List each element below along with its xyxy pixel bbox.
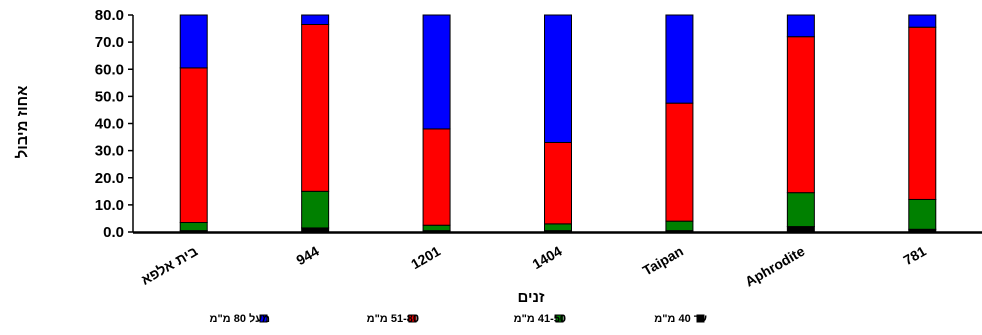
legend-label: מעל 80 מ"מ [209,312,270,325]
x-category-label: 1201 [408,243,443,273]
x-category-label: 1404 [530,243,565,273]
y-axis: 0.0 10.0 20.0 30.0 40.0 50.0 60.0 70.0 80.0 [95,7,134,241]
y-tick-label: 20.0 [95,170,124,187]
legend: עד 40 מ"מ 41-50 מ"מ 51-80 מ"מ מעל 80 מ"מ [209,312,707,325]
bar-segment-6-1 [908,198,937,230]
x-category-label: Taipan [640,243,686,279]
legend-swatch [555,314,564,323]
x-category-label: בית אלפא [138,243,200,288]
legend-swatch [696,314,705,323]
legend-swatch [259,314,268,323]
bar-segment-6-3 [908,14,937,28]
bar-segment-5-2 [786,36,815,194]
y-tick-label: 40.0 [95,116,124,133]
bar-segment-0-2 [179,67,208,224]
y-tick-label: 80.0 [95,7,124,24]
x-axis-title: זנים [518,289,545,306]
bar-segment-2-2 [422,128,451,226]
bar-segment-3-1 [544,223,572,232]
bar-segment-1-3 [301,14,330,25]
bar-segment-1-1 [301,190,330,229]
bar-segment-0-1 [179,222,208,232]
plot-area [179,14,937,233]
x-category-label: 944 [293,243,321,269]
y-tick-label: 70.0 [95,34,124,51]
bar-segment-4-3 [665,14,694,104]
x-category-label: 781 [901,243,929,269]
legend-label: 41-50 מ"מ [514,313,566,325]
bar-segment-0-3 [179,14,208,69]
x-axis: בית אלפא 944 1201 1404 Taipan Aphrodite 781 [133,231,982,290]
legend-swatch [408,314,417,323]
y-tick-label: 10.0 [95,197,124,214]
bar-segment-4-2 [665,102,694,222]
bar-segment-5-3 [786,14,815,38]
bar-segment-5-0 [786,226,815,233]
y-tick-label: 50.0 [95,88,124,105]
y-tick-label: 60.0 [95,61,124,78]
y-tick-label: 0.0 [103,224,124,241]
y-axis-title: אחוז מיבול [14,86,31,159]
legend-label: עד 40 מ"מ [654,313,707,325]
bar-segment-4-1 [665,220,694,232]
bar-segment-2-1 [422,224,451,232]
bar-segment-5-1 [786,192,815,228]
bar-segment-2-3 [422,14,451,130]
bar-segment-6-2 [908,26,937,200]
bar-segment-3-3 [544,14,572,143]
bar-segment-3-2 [544,141,572,225]
y-tick-label: 30.0 [95,143,124,160]
x-category-label: Aphrodite [742,243,807,290]
legend-label: 51-80 מ"מ [367,313,419,325]
bar-segment-1-2 [301,23,330,192]
